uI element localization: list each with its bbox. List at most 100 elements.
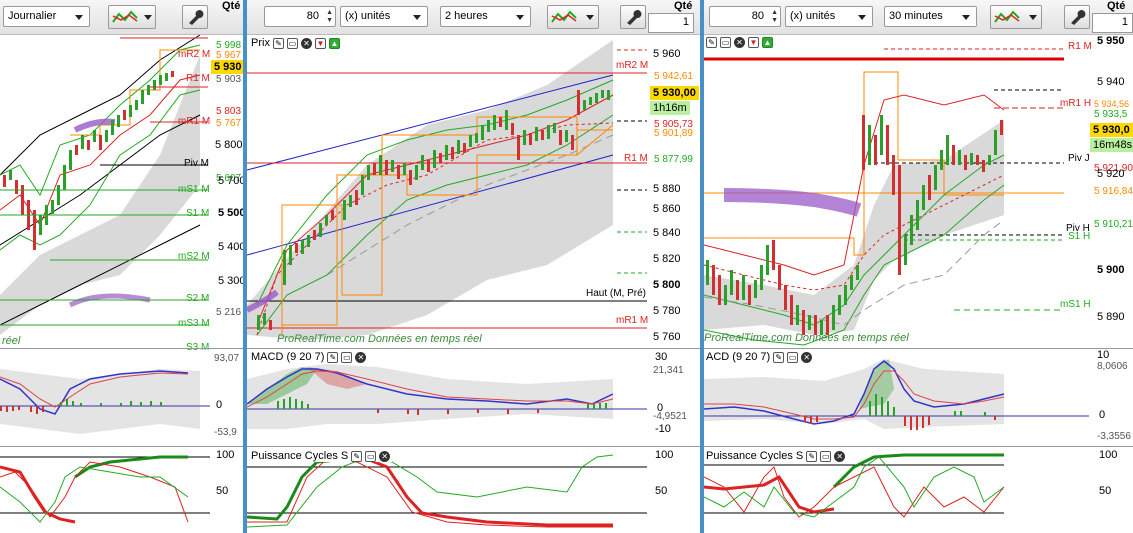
wrench-icon [1071, 10, 1086, 25]
qte-input[interactable]: 1 [1092, 13, 1133, 33]
price-chart[interactable]: ✎ ▭ ✕ ▼ ▲ R1 M mR1 H Piv J Piv H S1 H mS… [704, 35, 1133, 348]
data-credit: ProRealTime.com Données en temps réel [277, 333, 482, 345]
toolbar: 80 ▲ ▼ (x) unités 30 minutes Qté 1 [704, 0, 1133, 35]
price-chart[interactable]: mR2 M R1 M mR1 M Piv M mS1 M S1 M mS2 M … [0, 35, 243, 353]
settings-wrench-icon[interactable]: ✎ [773, 351, 785, 363]
amount-input[interactable]: 80 ▲ ▼ [264, 6, 336, 27]
level-piv-j: Piv J [1068, 153, 1090, 164]
y-tick: 5 940 [1097, 76, 1125, 88]
cycles-title-label: Puissance Cycles S [251, 450, 349, 462]
chart-panel-30m: 80 ▲ ▼ (x) unités 30 minutes Qté 1 [704, 0, 1133, 533]
macd-tick: 10 [1097, 349, 1110, 361]
macd-tick: 0 [216, 399, 223, 411]
panel-separator[interactable] [700, 0, 704, 533]
chart-panel-2h: 80 ▲ ▼ (x) unités 2 heures Qté 1 [247, 0, 700, 533]
y-tick: 5 960 [653, 48, 681, 60]
level-s1: S1 M [186, 208, 210, 219]
arrow-up-icon[interactable]: ▲ [762, 37, 773, 48]
y-tick: 5 800 [653, 279, 681, 291]
settings-wrench-icon[interactable]: ✎ [327, 351, 339, 363]
macd-tick: 0 [657, 402, 664, 414]
wrench-icon [189, 10, 204, 25]
close-icon[interactable]: ✕ [379, 450, 391, 462]
high-price-tag: 5 942,61 [654, 71, 693, 82]
level-r1: R1 M [624, 153, 648, 164]
chart-panel-daily: Journalier Qté [0, 0, 243, 533]
y-tick: 5 900 [1097, 264, 1125, 276]
arrow-down-icon[interactable]: ▼ [314, 37, 326, 49]
wrench-button[interactable] [1064, 5, 1090, 29]
level-mr1: mR1 M [616, 315, 649, 326]
wrench-button[interactable] [182, 5, 208, 29]
level-r1: R1 M [1068, 41, 1092, 52]
close-icon[interactable]: ✕ [734, 37, 745, 48]
macd-chart[interactable]: 93,07 0 -53,9 [0, 348, 243, 446]
price-title-label: Prix [251, 37, 270, 49]
arrow-up-icon[interactable]: ▲ [328, 37, 340, 49]
y-tick: 5 800 [215, 139, 243, 151]
settings-wrench-icon[interactable]: ✎ [706, 37, 717, 48]
panel-separator[interactable] [243, 0, 247, 533]
qte-label: Qté [1107, 0, 1126, 12]
close-icon[interactable]: ✕ [355, 351, 367, 363]
level-s3: S3 M [186, 342, 210, 353]
cycles-chart[interactable]: Puissance Cycles S ✎ ▭ ✕ 100 50 [247, 446, 700, 533]
level-s2: S2 M [186, 293, 210, 304]
price-tag: 5 803 [216, 106, 242, 117]
cycles-chart[interactable]: 100 50 [0, 446, 243, 533]
cycles-chart[interactable]: Puissance Cycles S ✎ ▭ ✕ 100 50 [704, 446, 1133, 533]
indicator-icon [994, 10, 1037, 23]
indicator-button[interactable] [108, 5, 156, 29]
macd-chart[interactable]: ACD (9 20 7) ✎ ▭ ✕ 10 8,0606 0 -3,3556 [704, 348, 1133, 446]
price-tag: 5 877,99 [654, 154, 693, 165]
price-title: ✎ ▭ ✕ ▼ ▲ [704, 37, 775, 48]
cycles-tick: 50 [216, 485, 229, 497]
price-tag: 5 921,90 [1094, 163, 1133, 174]
timeframe-select[interactable]: 30 minutes [884, 6, 977, 27]
timeframe-select[interactable]: 2 heures [440, 6, 531, 27]
current-price-tag: 5 930,0 [1090, 123, 1133, 137]
cycles-tick: 100 [216, 449, 235, 461]
maximize-icon[interactable]: ▭ [720, 37, 731, 48]
level-mr1: mR1 M [178, 116, 211, 127]
price-tag: 5 607 [216, 173, 242, 184]
macd-chart[interactable]: MACD (9 20 7) ✎ ▭ ✕ 30 21,341 0 -4,9521 … [247, 348, 700, 446]
current-price-tag: 5 930,00 [650, 86, 699, 100]
y-tick: 5 700 [218, 175, 243, 187]
settings-wrench-icon[interactable]: ✎ [806, 450, 818, 462]
price-tag: 5 916,84 [1094, 186, 1133, 197]
macd-title: ACD (9 20 7) ✎ ▭ ✕ [704, 351, 815, 363]
close-icon[interactable]: ✕ [300, 37, 312, 49]
indicator-button[interactable] [990, 5, 1042, 29]
y-tick: 5 500 [218, 207, 243, 219]
wrench-button[interactable] [620, 5, 646, 29]
close-icon[interactable]: ✕ [801, 351, 813, 363]
toolbar: 80 ▲ ▼ (x) unités 2 heures Qté 1 [247, 0, 700, 35]
y-tick: 5 400 [218, 241, 243, 253]
amount-input[interactable]: 80 ▲ ▼ [709, 6, 781, 27]
close-icon[interactable]: ✕ [834, 450, 846, 462]
y-tick: 5 760 [653, 331, 681, 343]
maximize-icon[interactable]: ▭ [787, 351, 799, 363]
macd-title: MACD (9 20 7) ✎ ▭ ✕ [249, 351, 369, 363]
timer-tag: 1h16m [650, 101, 690, 115]
maximize-icon[interactable]: ▭ [286, 37, 298, 49]
settings-wrench-icon[interactable]: ✎ [272, 37, 284, 49]
maximize-icon[interactable]: ▭ [341, 351, 353, 363]
level-ms3: mS3 M [178, 318, 210, 329]
cycles-tick: 50 [1099, 485, 1112, 497]
settings-wrench-icon[interactable]: ✎ [351, 450, 363, 462]
maximize-icon[interactable]: ▭ [820, 450, 832, 462]
price-chart[interactable]: Prix ✎ ▭ ✕ ▼ ▲ mR2 M R1 M Haut (M, Pré) … [247, 35, 700, 348]
unit-select[interactable]: (x) unités [340, 6, 428, 27]
price-tag: 5 901,89 [654, 128, 693, 139]
maximize-icon[interactable]: ▭ [365, 450, 377, 462]
arrow-down-icon[interactable]: ▼ [748, 37, 759, 48]
y-tick: 5 920 [1097, 168, 1125, 180]
timeframe-select[interactable]: Journalier [3, 6, 90, 27]
qte-input[interactable]: 1 [648, 13, 694, 33]
indicator-button[interactable] [547, 5, 599, 29]
macd-tick: 30 [655, 351, 668, 363]
unit-select[interactable]: (x) unités [785, 6, 873, 27]
price-tag: 5 903 [216, 74, 242, 85]
